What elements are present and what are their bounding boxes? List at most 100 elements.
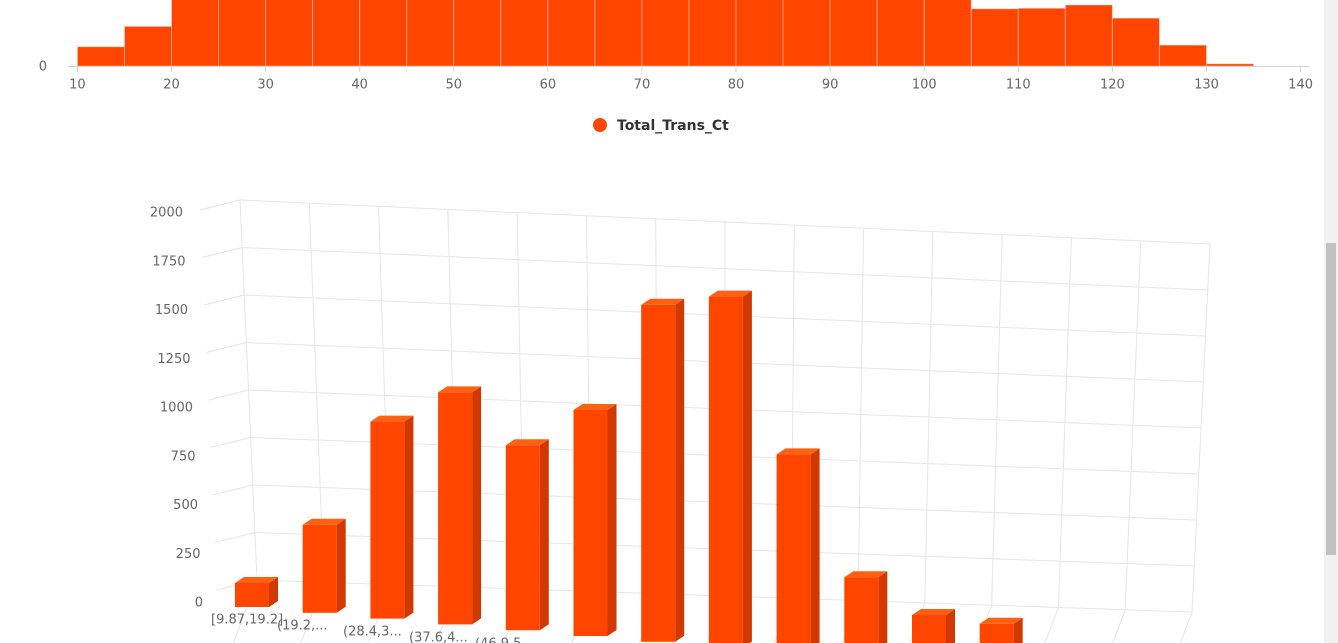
- x-tick-label: (37.6,4...: [409, 631, 468, 643]
- floor-grid: [1179, 611, 1193, 643]
- bar-side: [539, 439, 549, 631]
- histogram-bar: [688, 0, 737, 67]
- bar-3d: [438, 386, 482, 625]
- legend-marker: [593, 118, 607, 132]
- histogram-bar: [406, 0, 455, 67]
- bar-top: [912, 609, 955, 615]
- x-tick-label: (28.4,3...: [343, 625, 402, 640]
- x-tick-label: 60: [540, 78, 557, 93]
- bar-side: [878, 571, 888, 643]
- bar-front: [912, 615, 946, 643]
- bar-3d: [505, 439, 549, 631]
- histogram-bar: [453, 0, 502, 67]
- x-tick-label: 70: [634, 78, 651, 93]
- bar-front: [641, 304, 676, 642]
- bar-front: [370, 421, 405, 619]
- x-tick-label: (19.2,...: [277, 619, 328, 634]
- grid-line-side: [212, 484, 253, 496]
- histogram-bar: [923, 0, 972, 67]
- histogram-bar: [312, 0, 361, 67]
- y-tick-label: 750: [171, 449, 196, 464]
- bar-front: [573, 410, 608, 636]
- histogram-bar: [782, 0, 831, 67]
- bar-top: [438, 386, 482, 393]
- bar-3d: [573, 404, 617, 636]
- x-tick-label: 30: [257, 78, 274, 93]
- y-tick-label: 500: [173, 498, 198, 513]
- legend-label: Total_Trans_Ct: [617, 118, 729, 134]
- bar-top: [641, 298, 685, 305]
- x-tick-label: 130: [1194, 78, 1219, 93]
- bar-3d: [641, 298, 685, 642]
- grid-line-side: [199, 199, 241, 211]
- bar-side: [742, 290, 752, 643]
- bar-top: [302, 518, 346, 525]
- bar-side: [607, 404, 617, 636]
- bar-3d: [979, 617, 1023, 643]
- histogram-bar: [1206, 63, 1255, 67]
- histogram-bar: [76, 46, 125, 67]
- histogram-bar: [594, 0, 643, 67]
- floor-grid: [976, 604, 993, 643]
- grid-line-side: [214, 532, 255, 543]
- bar-3d: [302, 518, 346, 613]
- histogram-bar: [547, 0, 596, 67]
- bar-front: [776, 454, 811, 643]
- y-tick-label: 0: [195, 596, 203, 611]
- bar-front: [979, 623, 1014, 643]
- y-tick-label: 2000: [150, 206, 183, 221]
- bar-3d: [370, 415, 414, 619]
- x-tick-label: 50: [445, 78, 462, 93]
- histogram-bar: [218, 0, 267, 67]
- bar-3d: [235, 577, 278, 607]
- y-tick-label: 250: [176, 547, 201, 562]
- histogram-bar: [1064, 4, 1113, 67]
- histogram-bar: [171, 0, 220, 67]
- bar-top: [979, 617, 1023, 624]
- histogram-bar: [970, 8, 1019, 67]
- floor-grid: [1044, 607, 1059, 643]
- bar-top: [505, 439, 549, 446]
- bar-front: [844, 577, 879, 643]
- histogram-bar: [641, 0, 690, 67]
- scrollbar-thumb[interactable]: [1326, 243, 1336, 555]
- grid-line: [242, 247, 1208, 291]
- x-tick-label: [9.87,19.2]: [211, 613, 283, 628]
- bar-front: [708, 296, 743, 643]
- bar-top: [708, 290, 752, 297]
- bar-side: [404, 415, 414, 619]
- x-tick-label: 80: [728, 78, 745, 93]
- bar-front: [235, 583, 269, 607]
- x-tick-label: 20: [163, 78, 180, 93]
- grid-line-side: [206, 342, 247, 353]
- bar-front: [302, 524, 337, 613]
- bar-top: [844, 571, 888, 578]
- y-tick-label: 1250: [157, 352, 190, 367]
- grid-line-side: [204, 294, 245, 306]
- histogram-bar: [265, 0, 314, 67]
- x-tick-label: 90: [822, 78, 839, 93]
- bar-front: [438, 392, 473, 625]
- histogram-bar: [735, 0, 784, 67]
- x-tick-label: 120: [1100, 78, 1125, 93]
- bar-side: [1013, 617, 1023, 643]
- bar-top: [573, 404, 617, 410]
- histogram-bar: [1017, 7, 1066, 67]
- histogram-bar: [359, 0, 408, 67]
- grid-line-side: [208, 389, 249, 401]
- x-tick-label: 110: [1006, 78, 1031, 93]
- histogram-bar: [1111, 17, 1160, 67]
- x-tick-label: 40: [351, 78, 368, 93]
- bar-front: [505, 445, 540, 631]
- bar-3d: [776, 448, 820, 643]
- grid-line-side: [202, 247, 243, 258]
- grid-line: [239, 199, 1211, 245]
- scrollbar[interactable]: [1324, 0, 1338, 643]
- bar-top: [776, 448, 820, 455]
- histogram-bar: [876, 0, 925, 67]
- bar-side: [946, 609, 955, 643]
- histogram-bar: [1158, 44, 1208, 67]
- histogram-bar: [500, 0, 549, 67]
